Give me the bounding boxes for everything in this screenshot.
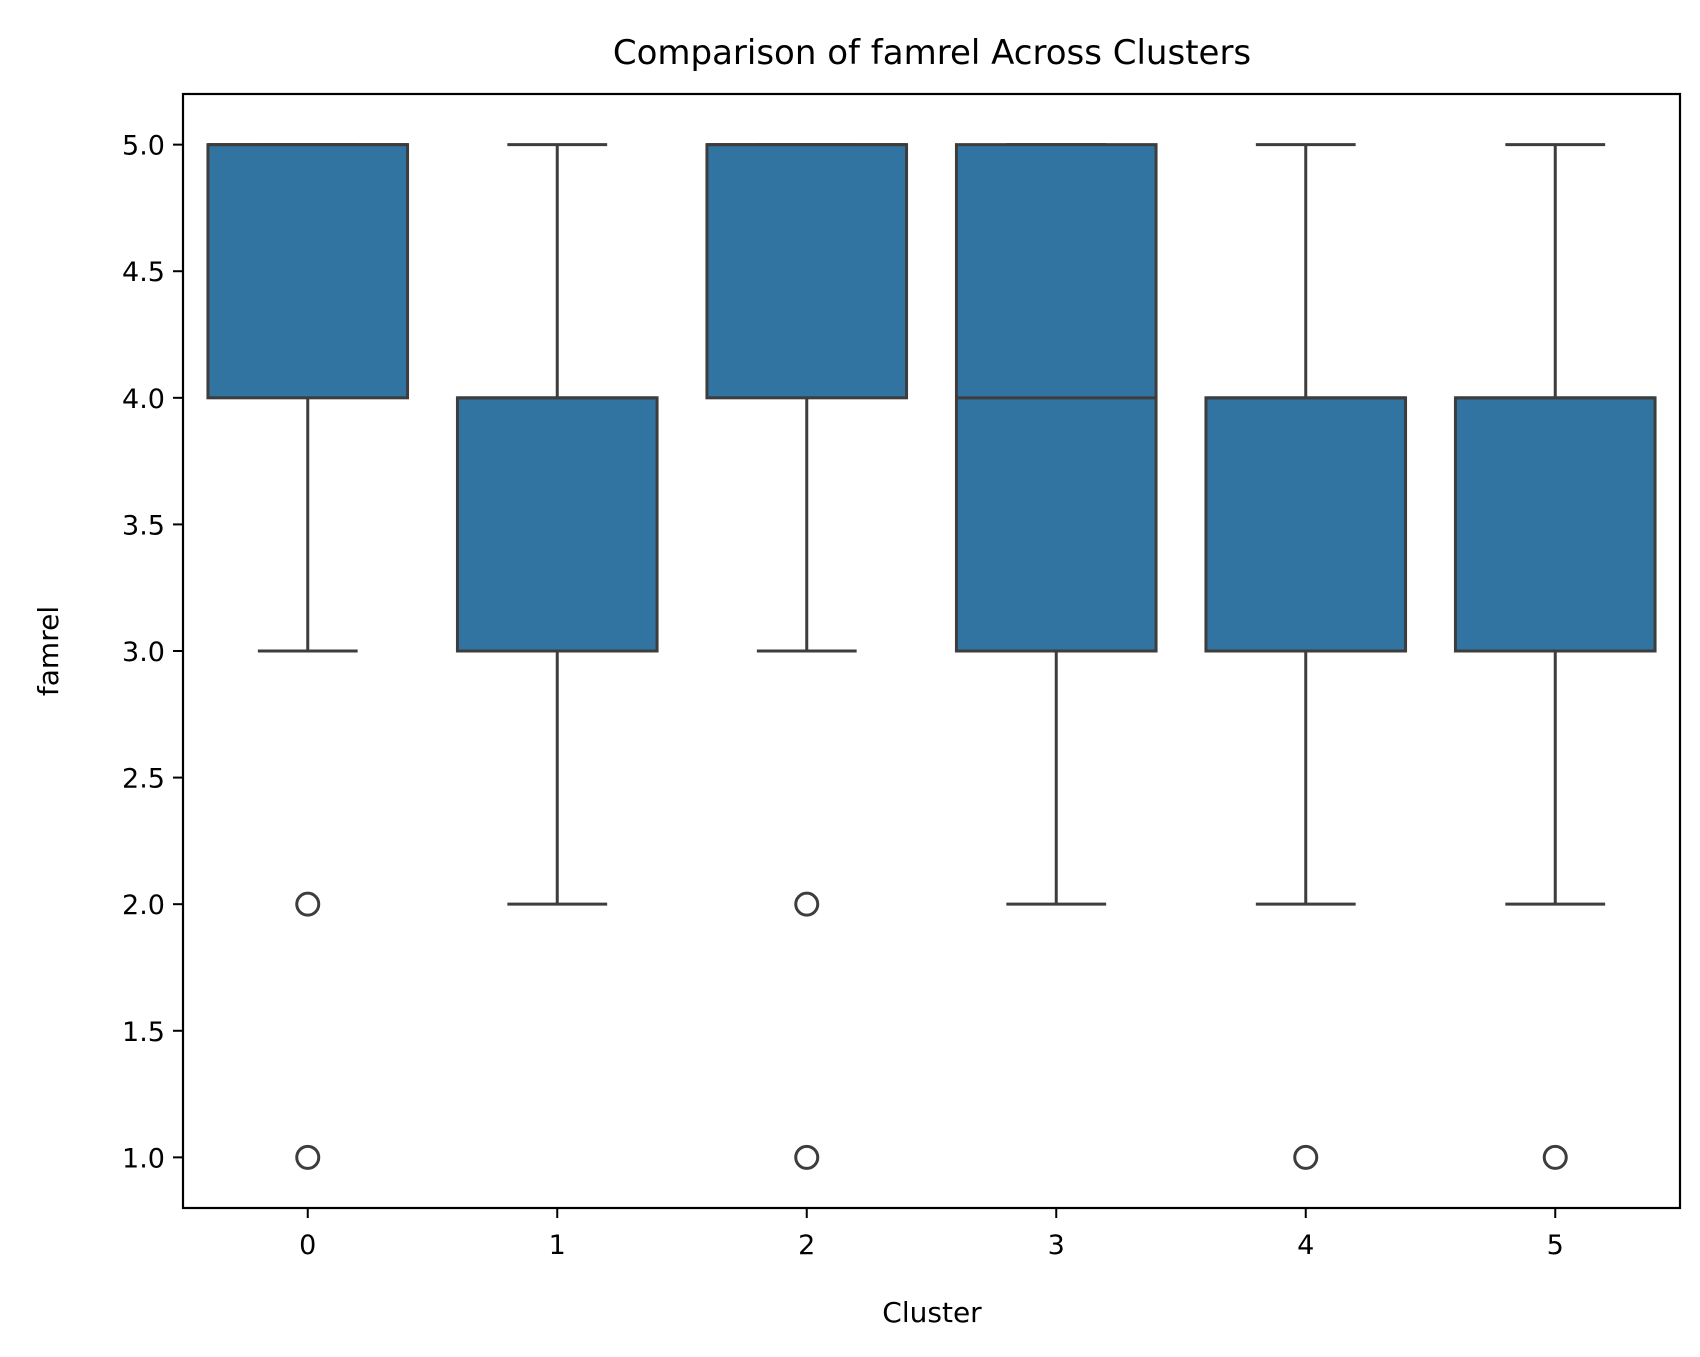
y-tick-label: 2.0 — [122, 890, 165, 921]
box-iqr — [705, 143, 909, 400]
outlier-point — [295, 1144, 321, 1170]
box-group-1 — [455, 143, 659, 906]
x-tick-label: 5 — [1547, 1230, 1564, 1261]
y-tick-label: 2.5 — [122, 764, 165, 795]
outlier-point — [1542, 1144, 1568, 1170]
y-tick-label: 4.5 — [122, 257, 165, 288]
x-axis-label: Cluster — [882, 1296, 982, 1329]
x-tick-label: 4 — [1297, 1230, 1314, 1261]
y-tick-label: 3.5 — [122, 510, 165, 541]
plot-area — [206, 143, 1657, 1170]
y-tick-label: 1.5 — [122, 1017, 165, 1048]
x-tick-label: 0 — [299, 1230, 316, 1261]
box-group-0 — [206, 143, 410, 1170]
chart-title: Comparison of famrel Across Clusters — [613, 33, 1251, 73]
box-group-5 — [1453, 143, 1657, 1170]
x-tick-label: 2 — [798, 1230, 815, 1261]
y-axis-label: famrel — [32, 606, 65, 696]
box-group-3 — [954, 143, 1158, 906]
outlier-point — [1293, 1144, 1319, 1170]
box-iqr — [206, 143, 410, 400]
y-tick-label: 5.0 — [122, 131, 165, 162]
box-group-2 — [705, 143, 909, 1170]
box-iqr — [1204, 396, 1408, 653]
y-tick-label: 1.0 — [122, 1143, 165, 1174]
outlier-point — [794, 891, 820, 917]
box-iqr — [1453, 396, 1657, 653]
outlier-point — [794, 1144, 820, 1170]
x-tick-label: 1 — [549, 1230, 566, 1261]
box-group-4 — [1204, 143, 1408, 1170]
outlier-point — [295, 891, 321, 917]
y-tick-label: 4.0 — [122, 384, 165, 415]
x-axis: 0 1 2 3 4 5 — [299, 1208, 1564, 1261]
box-iqr — [455, 396, 659, 653]
y-tick-label: 3.0 — [122, 637, 165, 668]
y-axis: 1.0 1.5 2.0 2.5 3.0 3.5 4.0 4.5 5.0 — [122, 131, 183, 1174]
x-tick-label: 3 — [1048, 1230, 1065, 1261]
